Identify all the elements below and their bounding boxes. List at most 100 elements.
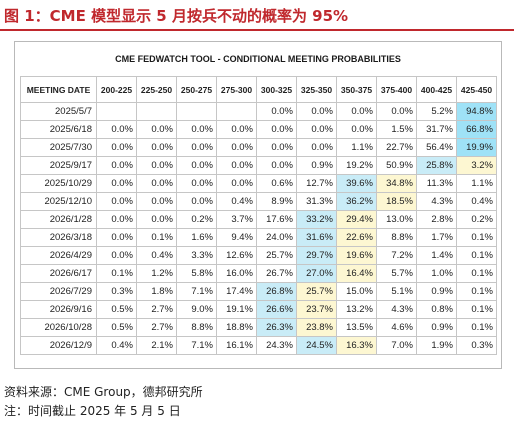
table-row: 2025/12/10 0.0% 0.0% 0.0% 0.4% 8.9% 31.3% 36.2%… <box>20 192 497 211</box>
source-note: 资料来源：CME Group，德邦研究所 <box>4 385 203 399</box>
probability-cell: 8.8% <box>176 318 217 337</box>
table-row: 2026/7/29 0.3% 1.8% 7.1% 17.4% 26.8% 25.7% 15.0… <box>20 282 497 301</box>
column-header: 200-225 <box>96 76 137 103</box>
probability-cell: 0.0% <box>256 120 297 139</box>
probability-cell: 1.0% <box>416 264 457 283</box>
probability-cell <box>216 102 257 121</box>
probability-cell: 8.8% <box>376 228 417 247</box>
column-header: 325-350 <box>296 76 337 103</box>
probability-cell: 0.0% <box>96 174 137 193</box>
probability-cell: 0.1% <box>456 282 497 301</box>
probability-cell: 31.3% <box>296 192 337 211</box>
probability-cell: 19.6% <box>336 246 377 265</box>
table-row: 2026/10/28 0.5% 2.7% 8.8% 18.8% 26.3% 23.8% 13.… <box>20 318 497 337</box>
probability-cell: 22.6% <box>336 228 377 247</box>
probability-cell: 16.4% <box>336 264 377 283</box>
probability-cell <box>96 102 137 121</box>
probability-cell: 19.1% <box>216 300 257 319</box>
probability-cell: 50.9% <box>376 156 417 175</box>
probability-cell: 26.6% <box>256 300 297 319</box>
probability-cell: 19.2% <box>336 156 377 175</box>
meeting-date-cell: 2025/12/10 <box>20 192 97 211</box>
column-header: 250-275 <box>176 76 217 103</box>
probability-cell: 36.2% <box>336 192 377 211</box>
probability-cell: 26.3% <box>256 318 297 337</box>
meeting-date-cell: 2025/7/30 <box>20 138 97 157</box>
probability-cell: 13.5% <box>336 318 377 337</box>
probability-cell: 33.2% <box>296 210 337 229</box>
probability-cell: 0.1% <box>96 264 137 283</box>
probability-cell: 0.4% <box>216 192 257 211</box>
probability-cell: 66.8% <box>456 120 497 139</box>
probability-cell: 22.7% <box>376 138 417 157</box>
table-row: 2025/10/29 0.0% 0.0% 0.0% 0.0% 0.6% 12.7% 39.6%… <box>20 174 497 193</box>
probability-cell: 0.0% <box>216 120 257 139</box>
probability-cell: 34.8% <box>376 174 417 193</box>
probability-cell: 39.6% <box>336 174 377 193</box>
probability-cell: 7.0% <box>376 336 417 355</box>
probability-cell: 11.3% <box>416 174 457 193</box>
meeting-date-cell: 2026/9/16 <box>20 300 97 319</box>
probability-cell: 0.0% <box>256 138 297 157</box>
probability-cell: 1.1% <box>336 138 377 157</box>
table-row: 2026/9/16 0.5% 2.7% 9.0% 19.1% 26.6% 23.7% 13.2… <box>20 300 497 319</box>
probability-cell: 0.2% <box>176 210 217 229</box>
column-header: 425-450 <box>456 76 497 103</box>
table-row: 2025/5/7 0.0% 0.0% 0.0% 0.0% 5.2% 94.8% <box>20 102 497 121</box>
probability-cell: 2.7% <box>136 318 177 337</box>
probability-cell: 1.9% <box>416 336 457 355</box>
table-row: 2026/12/9 0.4% 2.1% 7.1% 16.1% 24.3% 24.5% 16.3… <box>20 336 497 355</box>
probability-cell: 7.1% <box>176 336 217 355</box>
table-row: 2025/6/18 0.0% 0.0% 0.0% 0.0% 0.0% 0.0% 0.0% 1.5… <box>20 120 497 139</box>
probability-cell: 2.1% <box>136 336 177 355</box>
probability-cell: 17.6% <box>256 210 297 229</box>
meeting-date-cell: 2026/7/29 <box>20 282 97 301</box>
probability-cell: 56.4% <box>416 138 457 157</box>
probability-cell: 23.7% <box>296 300 337 319</box>
probability-cell <box>176 102 217 121</box>
table-row: 2026/1/28 0.0% 0.0% 0.2% 3.7% 17.6% 33.2% 29.4%… <box>20 210 497 229</box>
probability-cell: 31.7% <box>416 120 457 139</box>
probability-cell: 94.8% <box>456 102 497 121</box>
probability-cell: 0.3% <box>96 282 137 301</box>
probability-cell: 5.1% <box>376 282 417 301</box>
probability-cell: 17.4% <box>216 282 257 301</box>
probability-cell: 1.6% <box>176 228 217 247</box>
probability-cell: 0.0% <box>216 138 257 157</box>
probability-cell: 0.0% <box>96 210 137 229</box>
meeting-date-cell: 2026/3/18 <box>20 228 97 247</box>
probability-cell: 1.4% <box>416 246 457 265</box>
table-row: 2026/3/18 0.0% 0.1% 1.6% 9.4% 24.0% 31.6% 22.6%… <box>20 228 497 247</box>
probability-cell: 0.0% <box>96 192 137 211</box>
date-note: 注：时间截止 2025 年 5 月 5 日 <box>4 404 181 418</box>
figure-title: 图 1：CME 模型显示 5 月按兵不动的概率为 95% <box>4 7 349 25</box>
probability-cell: 0.0% <box>336 102 377 121</box>
probability-cell: 1.5% <box>376 120 417 139</box>
probability-cell: 0.1% <box>456 246 497 265</box>
probability-cell: 0.0% <box>136 120 177 139</box>
probability-cell: 1.1% <box>456 174 497 193</box>
probability-cell: 0.9% <box>416 282 457 301</box>
probability-cell: 0.0% <box>256 156 297 175</box>
probability-cell: 16.0% <box>216 264 257 283</box>
probability-cell: 25.7% <box>296 282 337 301</box>
probability-cell: 0.0% <box>136 138 177 157</box>
probability-cell: 5.8% <box>176 264 217 283</box>
probability-cell: 0.0% <box>376 102 417 121</box>
probability-cell: 19.9% <box>456 138 497 157</box>
probability-cell: 12.7% <box>296 174 337 193</box>
probability-cell: 0.0% <box>136 156 177 175</box>
probability-cell: 0.0% <box>176 174 217 193</box>
probability-cell: 0.0% <box>136 210 177 229</box>
probability-cell: 0.5% <box>96 300 137 319</box>
table-row: 2025/9/17 0.0% 0.0% 0.0% 0.0% 0.0% 0.9% 19.2% 50… <box>20 156 497 175</box>
meeting-date-cell: 2025/5/7 <box>20 102 97 121</box>
probability-cell: 0.1% <box>456 264 497 283</box>
probability-cell: 15.0% <box>336 282 377 301</box>
probability-cell: 0.0% <box>96 246 137 265</box>
tool-title: CME FEDWATCH TOOL - CONDITIONAL MEETING … <box>115 54 401 64</box>
probability-cell: 0.0% <box>216 156 257 175</box>
probability-cell: 0.1% <box>456 228 497 247</box>
probability-cell: 0.0% <box>296 138 337 157</box>
probability-cell: 29.7% <box>296 246 337 265</box>
